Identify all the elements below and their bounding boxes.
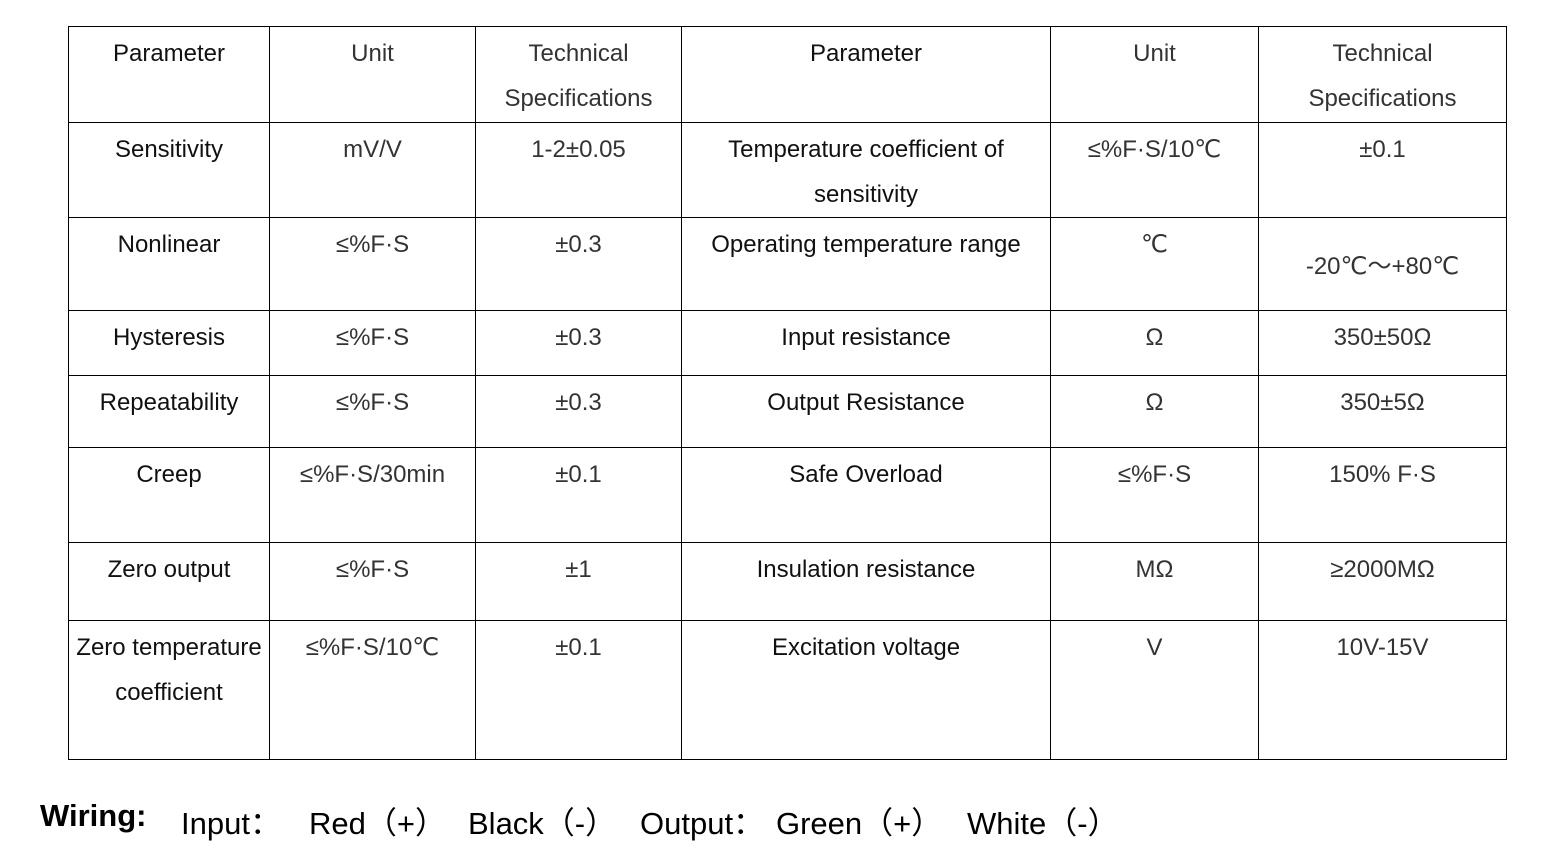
table-cell: ±1 (475, 542, 682, 621)
table-cell: Technical Specifications (475, 26, 682, 123)
table-cell: ≤%F·S (269, 542, 476, 621)
wiring-output: Output： (640, 806, 765, 841)
table-cell: Technical Specifications (1258, 26, 1507, 123)
table-cell: ±0.1 (1258, 122, 1507, 218)
table-cell: Parameter (681, 26, 1051, 123)
table-cell: Unit (1050, 26, 1259, 123)
table-cell: ±0.1 (475, 620, 682, 760)
table-cell: 1-2±0.05 (475, 122, 682, 218)
table-cell: Parameter (68, 26, 270, 123)
table-cell: ±0.3 (475, 217, 682, 311)
table-cell: Ω (1050, 310, 1259, 376)
table-cell: Nonlinear (68, 217, 270, 311)
table-row: Repeatability ≤%F·S ±0.3 Output Resistance Ω… (68, 375, 1507, 448)
table-cell: 10V-15V (1258, 620, 1507, 760)
table-cell: Hysteresis (68, 310, 270, 376)
table-cell: Insulation resistance (681, 542, 1051, 621)
table-row: Nonlinear ≤%F·S ±0.3 Operating temperature … (68, 217, 1507, 311)
table-cell: Zero temperature coefficient (68, 620, 270, 760)
table-cell: ≤%F·S (269, 375, 476, 448)
table-row: Sensitivity mV/V 1-2±0.05 Temperature coeff… (68, 122, 1507, 218)
wiring-output-neg: White（-） (967, 806, 1119, 841)
table-cell: ≤%F·S (269, 310, 476, 376)
table-cell: ≥2000MΩ (1258, 542, 1507, 621)
table-cell: Repeatability (68, 375, 270, 448)
table-cell: Operating temperature range (681, 217, 1051, 311)
table-cell: Excitation voltage (681, 620, 1051, 760)
table-cell: ±0.1 (475, 447, 682, 543)
table-cell: 150% F·S (1258, 447, 1507, 543)
wiring-input-neg: Black（-） (468, 806, 617, 841)
table-cell: 350±5Ω (1258, 375, 1507, 448)
table-cell: Sensitivity (68, 122, 270, 218)
table-cell: Zero output (68, 542, 270, 621)
table-cell: Unit (269, 26, 476, 123)
table-cell: mV/V (269, 122, 476, 218)
table-row: Hysteresis ≤%F·S ±0.3 Input resistance Ω 350±… (68, 310, 1507, 376)
table-cell: -20℃～+80℃ (1258, 217, 1507, 311)
table-cell: V (1050, 620, 1259, 760)
table-cell: ±0.3 (475, 375, 682, 448)
table-cell: ≤%F·S (269, 217, 476, 311)
table-cell: Output Resistance (681, 375, 1051, 448)
table-cell: ≤%F·S/10℃ (1050, 122, 1259, 218)
table-cell: ≤%F·S (1050, 447, 1259, 543)
table-cell: ℃ (1050, 217, 1259, 311)
table-row: Zero temperature coefficient ≤%F·S/10℃ ±0.… (68, 620, 1507, 760)
table-cell: Creep (68, 447, 270, 543)
header-row: Parameter Unit Technical Specifications Par… (68, 26, 1507, 123)
spec-table: Parameter Unit Technical Specifications Par… (68, 26, 1507, 760)
table-cell: Input resistance (681, 310, 1051, 376)
table-cell: Temperature coefficient of sensitivity (681, 122, 1051, 218)
table-cell: ±0.3 (475, 310, 682, 376)
table-cell: Safe Overload (681, 447, 1051, 543)
wiring-input-pos: Red（+） (309, 806, 446, 841)
table-cell: ≤%F·S/10℃ (269, 620, 476, 760)
table-cell: Ω (1050, 375, 1259, 448)
table-row: Creep ≤%F·S/30min ±0.1 Safe Overload ≤%F·S 15… (68, 447, 1507, 543)
table-cell: MΩ (1050, 542, 1259, 621)
wiring-output-pos: Green（+） (776, 806, 943, 841)
wiring-input: Input： (181, 806, 281, 841)
table-row: Zero output ≤%F·S ±1 Insulation resistance M… (68, 542, 1507, 621)
table-cell: 350±50Ω (1258, 310, 1507, 376)
wiring-label: Wiring: (40, 798, 147, 833)
table-cell: ≤%F·S/30min (269, 447, 476, 543)
